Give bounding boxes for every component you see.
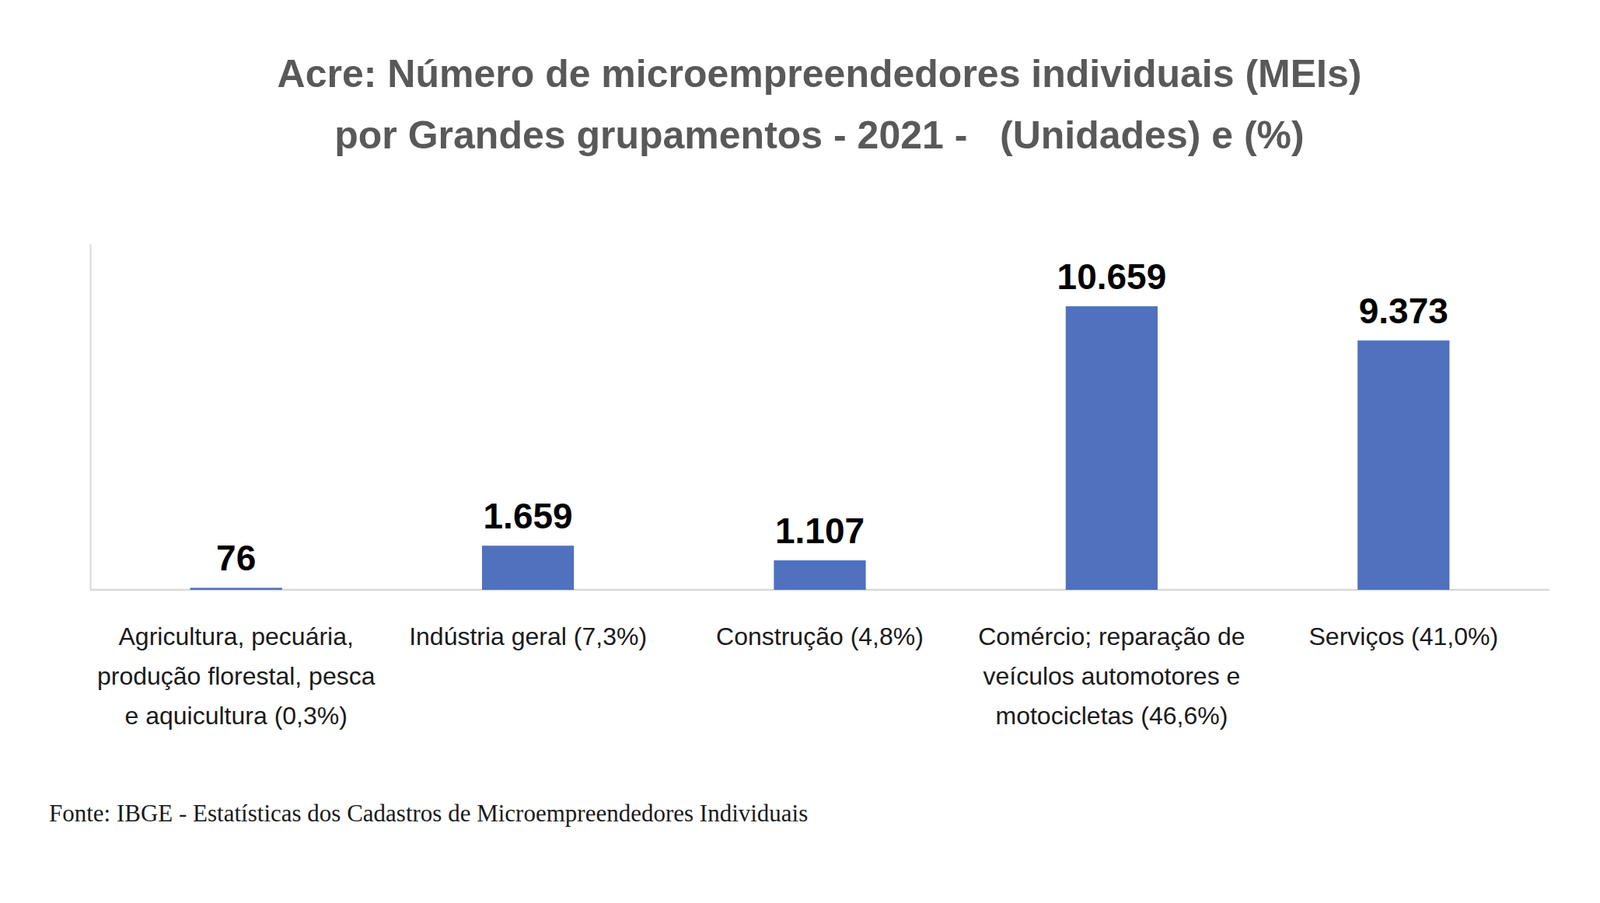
x-tick-label: Comércio; reparação deveículos automotor…	[978, 622, 1245, 731]
x-tick-label: Indústria geral (7,3%)	[408, 622, 647, 651]
title: Acre: Número de microempreendedores indi…	[277, 52, 1363, 158]
bar	[1065, 306, 1158, 591]
x-tick: Agricultura, pecuária,produção florestal…	[97, 590, 376, 731]
data-labels: 76 1.659 1.107 10.659 9.373	[216, 256, 1449, 579]
bars	[190, 306, 1450, 591]
x-axis: Agricultura, pecuária,produção florestal…	[97, 590, 1499, 731]
x-tick: Construção (4,8%)	[716, 590, 924, 651]
chart: Acre: Número de microempreendedores indi…	[0, 0, 1600, 903]
data-label: 9.373	[1358, 290, 1449, 332]
x-tick: Serviços (41,0%)	[1308, 590, 1499, 651]
bar	[773, 560, 866, 591]
x-tick: Comércio; reparação deveículos automotor…	[978, 590, 1245, 731]
bar	[1357, 340, 1450, 591]
y-axis	[90, 244, 92, 591]
x-tick-label: Serviços (41,0%)	[1308, 622, 1499, 651]
y-axis-line	[90, 244, 92, 591]
bar	[190, 587, 283, 591]
x-tick: Indústria geral (7,3%)	[408, 590, 647, 651]
x-tick-label: Construção (4,8%)	[716, 622, 924, 651]
bar	[482, 545, 574, 591]
data-label: 1.659	[483, 496, 573, 537]
x-tick-label: Agricultura, pecuária,produção florestal…	[97, 622, 376, 731]
data-label: 76	[216, 537, 256, 579]
data-label: 1.107	[775, 510, 865, 552]
source: Fonte: IBGE - Estatísticas dos Cadastros…	[48, 800, 808, 828]
data-label: 10.659	[1057, 256, 1167, 297]
